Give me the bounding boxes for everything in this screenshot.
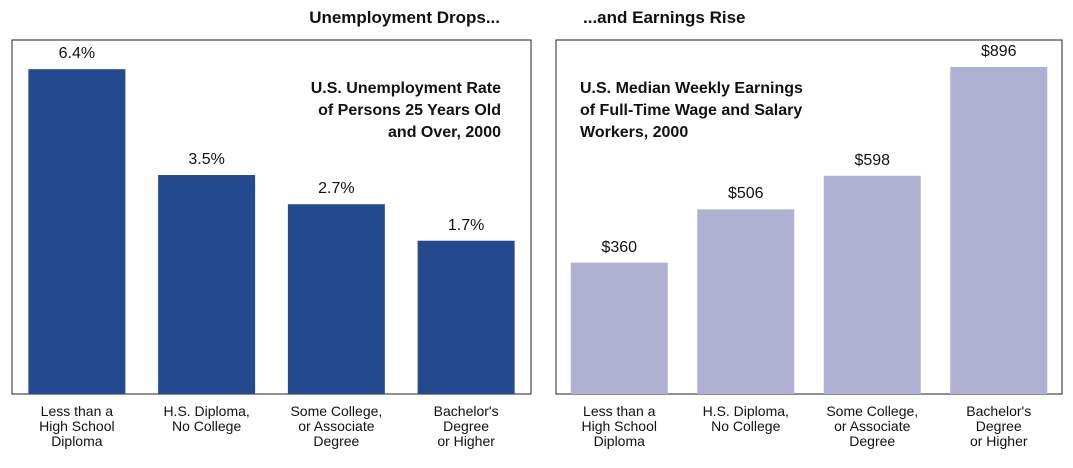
plot-frame <box>11 39 532 395</box>
chart-title: U.S. Unemployment Rate of Persons 25 Yea… <box>310 80 501 141</box>
bar <box>158 175 256 394</box>
x-tick-label: Less than a High School Diploma <box>39 403 115 449</box>
bar <box>28 69 126 395</box>
bar <box>417 240 515 394</box>
panel-heading: Unemployment Drops... <box>309 8 500 27</box>
value-label: 1.7% <box>447 216 485 234</box>
x-tick-label: H.S. Diploma, No College <box>163 403 250 434</box>
x-tick-label: Some College, or Associate Degree <box>290 403 383 449</box>
x-tick-label: Bachelor's Degree or Higher <box>966 403 1032 449</box>
bar <box>570 262 668 394</box>
bar <box>287 204 385 394</box>
x-tick-label: Some College, or Associate Degree <box>826 403 919 449</box>
value-label: 3.5% <box>188 151 225 169</box>
value-label: $506 <box>727 185 764 203</box>
value-label: $896 <box>980 43 1017 60</box>
value-label: 2.7% <box>318 180 355 198</box>
x-tick-label: H.S. Diploma, No College <box>702 403 789 434</box>
x-tick-label: Bachelor's Degree or Higher <box>433 403 499 449</box>
value-label: $598 <box>854 151 891 169</box>
panel-heading: ...and Earnings Rise <box>583 8 746 27</box>
value-label: $360 <box>601 238 638 256</box>
x-tick-label: Less than a High School Diploma <box>581 403 658 449</box>
bar <box>697 209 795 394</box>
bar <box>823 175 921 394</box>
bar <box>950 67 1048 394</box>
chart-title: U.S. Median Weekly Earnings of Full-Time… <box>580 80 803 141</box>
value-label: 6.4% <box>58 45 96 63</box>
plot-frame <box>555 39 1063 395</box>
